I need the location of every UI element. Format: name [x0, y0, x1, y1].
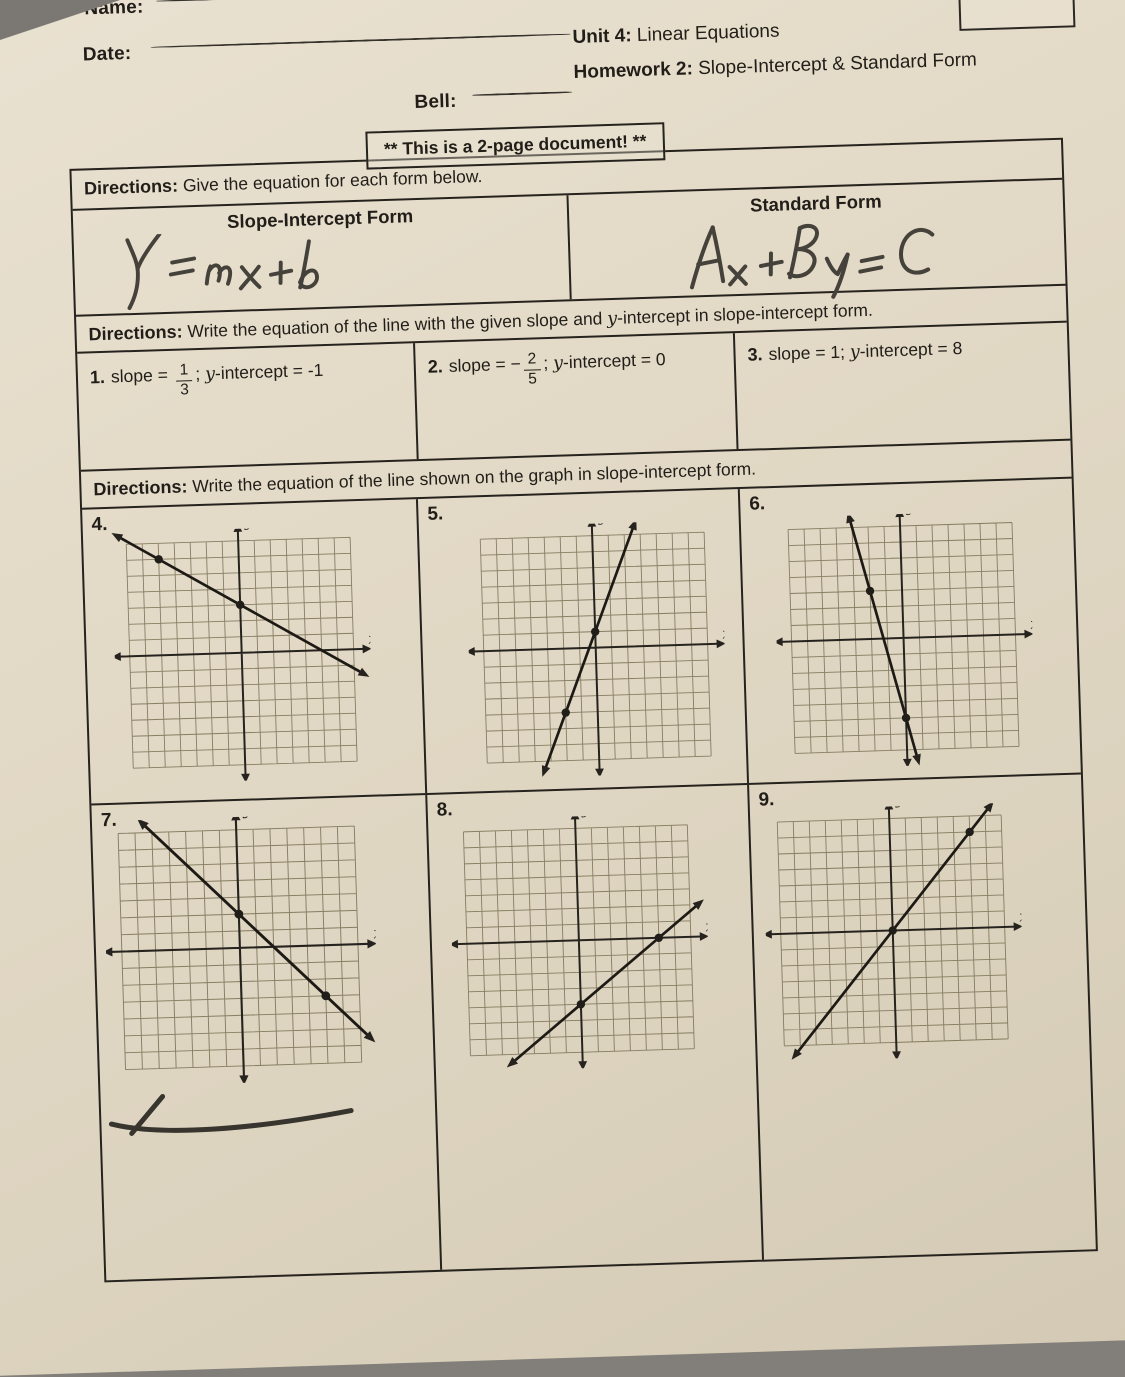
- problem-lead: slope = −: [448, 353, 522, 376]
- graph-number: 4.: [91, 513, 108, 536]
- directions-label: Directions:: [88, 321, 183, 345]
- problem-y-variable: y: [204, 364, 216, 385]
- fraction-denominator: 5: [527, 370, 538, 388]
- problem-1: 1. slope = 1 3; y-intercept = -1: [77, 343, 416, 469]
- svg-text:x: x: [722, 624, 729, 642]
- graph-problem-4: 4. xy: [82, 499, 425, 803]
- problem-number: 3.: [747, 344, 763, 365]
- fraction-denominator: 3: [179, 381, 190, 399]
- graph-problem-8: 8. xy: [425, 784, 763, 1270]
- graph-problem-7: 7. xy: [91, 795, 440, 1280]
- problem-tail: -intercept = -1: [214, 359, 324, 384]
- directions-label: Directions:: [93, 476, 188, 500]
- problem-tail: -intercept = 0: [562, 349, 666, 373]
- homework-title: Homework 2: Slope-Intercept & Standard F…: [573, 49, 977, 84]
- graph-9: xy: [762, 802, 1026, 1061]
- svg-text:x: x: [1019, 907, 1026, 925]
- graph-6: xy: [773, 509, 1037, 768]
- graph-problem-9: 9. xy: [747, 774, 1096, 1260]
- directions-text-pre: Write the equation of the line with the …: [187, 308, 608, 342]
- graph-8: xy: [448, 812, 712, 1071]
- worksheet-table: Directions: Give the equation for each f…: [69, 137, 1098, 1283]
- svg-text:y: y: [243, 525, 254, 531]
- graph-5: xy: [465, 519, 729, 778]
- graph-number: 5.: [427, 503, 444, 525]
- graph-number: 7.: [100, 809, 118, 832]
- graph-number: 9.: [758, 789, 775, 811]
- problem-3: 3. slope = 1; y-intercept = 8: [732, 322, 1071, 450]
- problem-2: 2. slope = −2 5; y-intercept = 0: [413, 333, 737, 460]
- bell-blank-line: [472, 91, 573, 97]
- problem-lead: slope = 1;: [768, 341, 851, 365]
- svg-text:y: y: [597, 520, 608, 526]
- svg-text:x: x: [705, 917, 712, 935]
- svg-text:x: x: [1030, 615, 1037, 633]
- handwritten-equation-slope-intercept: [125, 232, 319, 310]
- unit-title: Unit 4: Linear Equations: [572, 21, 780, 49]
- forms-row: Slope-Intercept Form Standar: [72, 179, 1066, 317]
- fraction-numerator: 1: [175, 361, 193, 382]
- problem-number: 2.: [427, 356, 444, 377]
- svg-text:x: x: [368, 629, 375, 647]
- svg-text:y: y: [894, 802, 905, 808]
- problem-lead: slope =: [110, 364, 174, 387]
- unit-label: Unit 4:: [572, 25, 632, 49]
- date-label: Date:: [82, 42, 132, 66]
- unit-text: Linear Equations: [636, 20, 780, 47]
- svg-text:y: y: [905, 510, 916, 516]
- fraction-numerator: 2: [523, 350, 541, 371]
- graph-number: 8.: [436, 799, 453, 821]
- graph-4: xy: [111, 524, 375, 783]
- score-box: [957, 0, 1076, 31]
- graph-number: 6.: [748, 493, 766, 515]
- name-blank-line: [156, 0, 547, 3]
- date-blank-line: [150, 33, 571, 49]
- homework-text: Slope-Intercept & Standard Form: [697, 49, 978, 80]
- directions-text: Give the equation for each form below.: [182, 165, 483, 196]
- graph-problem-5: 5. xy: [415, 489, 748, 794]
- homework-label: Homework 2:: [573, 58, 694, 84]
- directions-text-post: -intercept in slope-intercept form.: [616, 299, 874, 328]
- directions-y-variable: y: [606, 308, 618, 330]
- slope-intercept-form-cell: Slope-Intercept Form: [73, 195, 570, 314]
- graph-problem-6: 6. xy: [737, 478, 1081, 783]
- graph-7: xy: [102, 812, 380, 1085]
- graph-row-2: 7. xy 8. xy 9. xy: [91, 774, 1096, 1280]
- problem-number: 1.: [89, 366, 106, 388]
- svg-text:y: y: [580, 812, 591, 818]
- directions-label: Directions:: [83, 175, 179, 199]
- handwritten-equation-standard: [689, 223, 935, 299]
- bell-label: Bell:: [414, 90, 457, 114]
- handwritten-scribble: [108, 1093, 354, 1136]
- svg-text:x: x: [373, 923, 380, 942]
- standard-form-cell: Standard Form: [566, 179, 1066, 300]
- problem-tail: -intercept = 8: [859, 337, 963, 362]
- svg-text:y: y: [242, 813, 254, 819]
- graph-row-1: 4. xy 5. xy 6. xy: [82, 478, 1081, 806]
